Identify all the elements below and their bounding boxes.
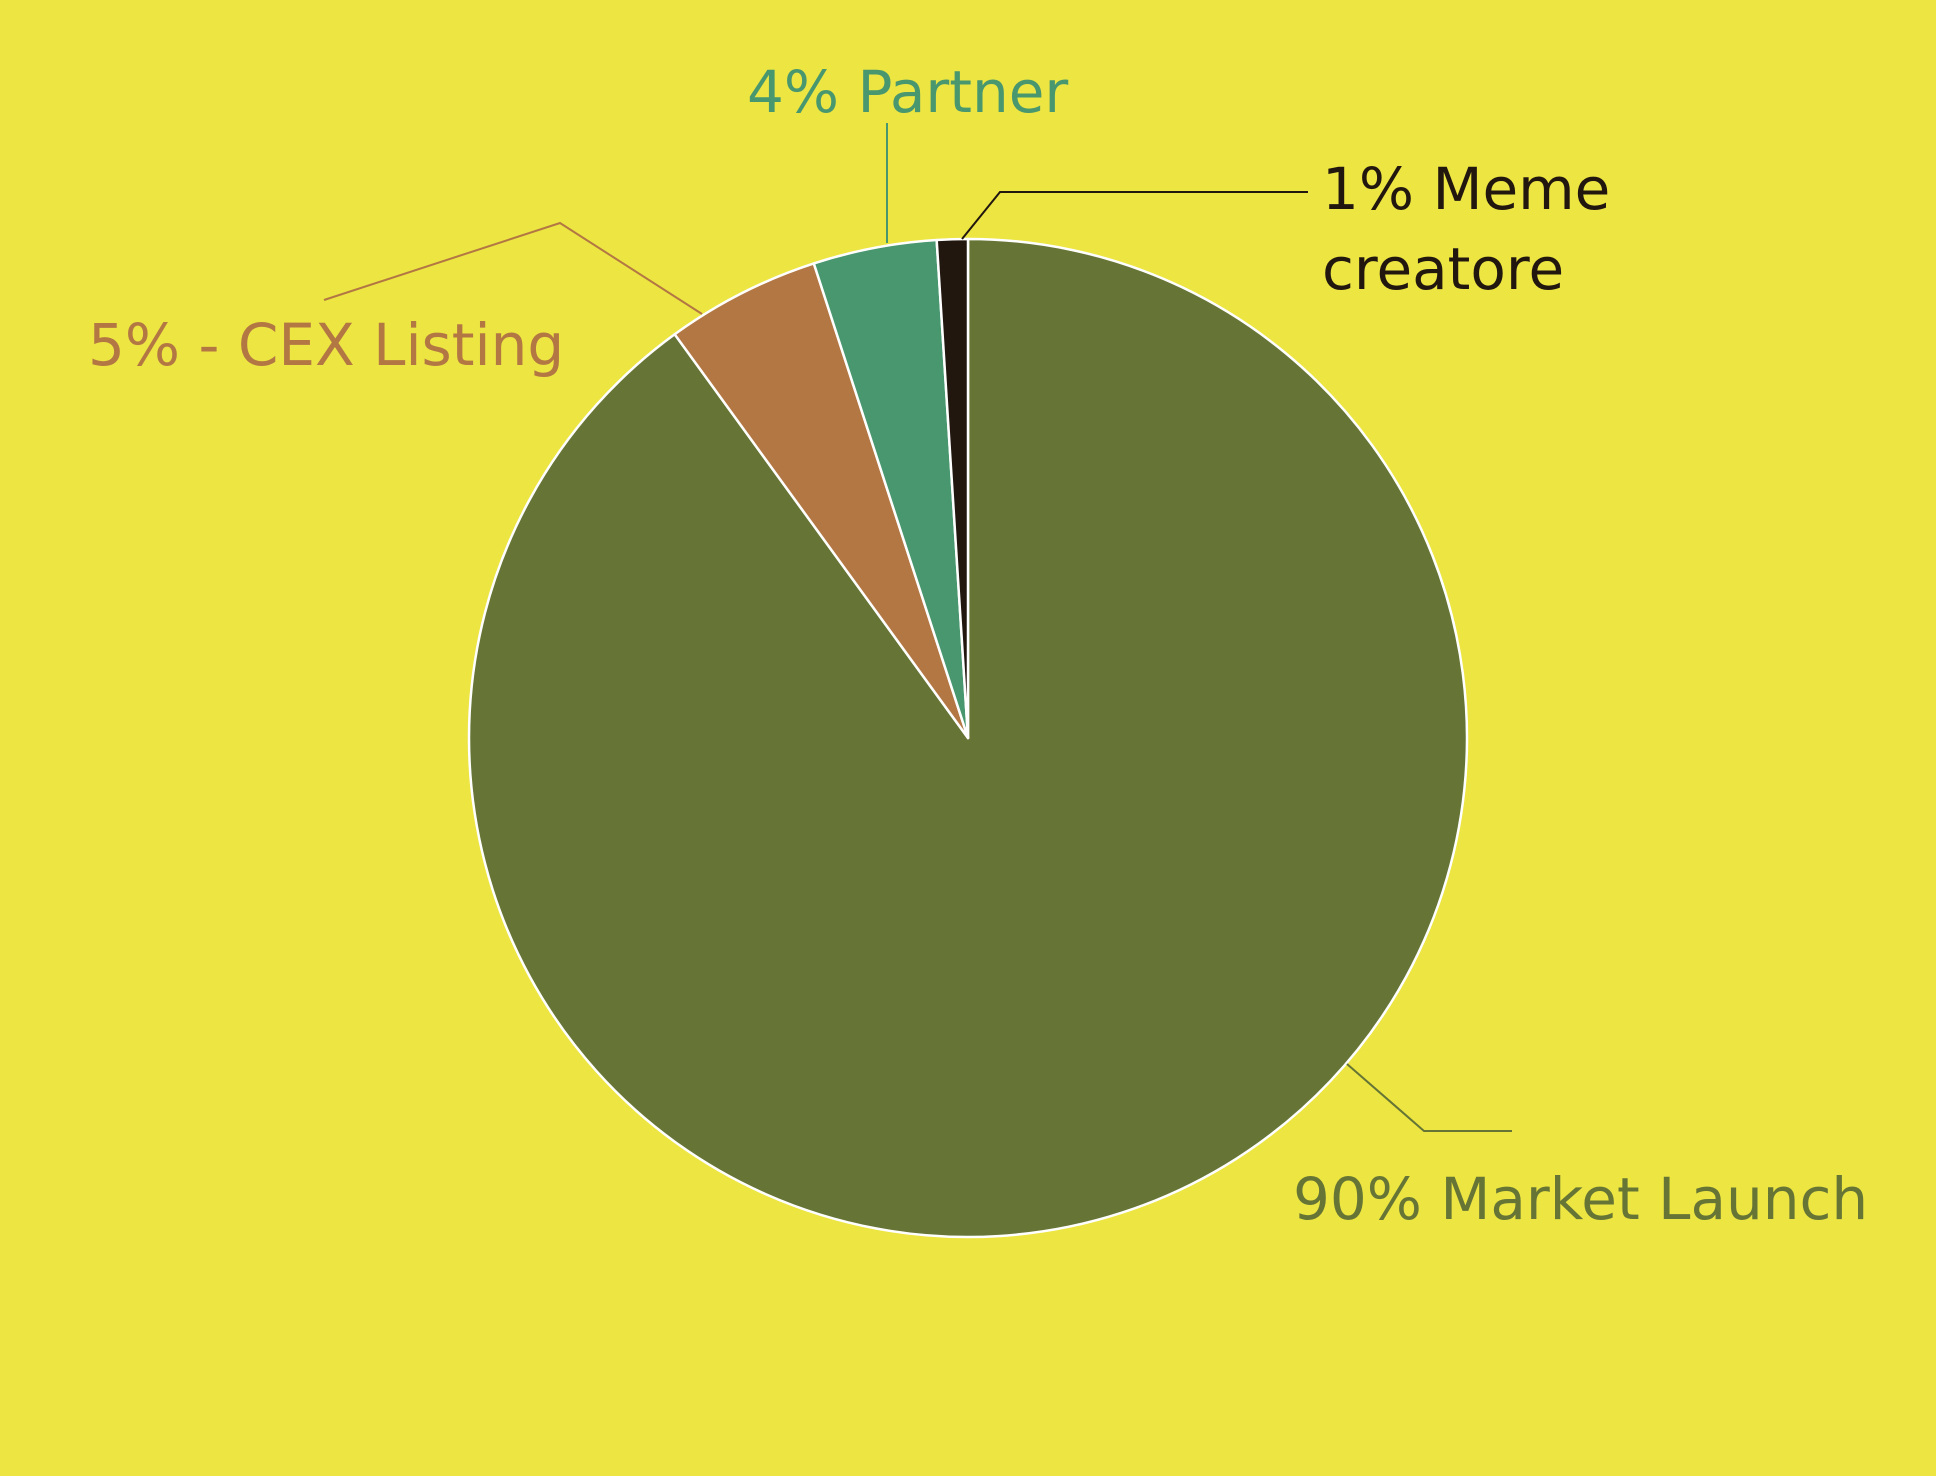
slice-label-meme-creatore: 1% Meme creatore [1322,155,1629,303]
leader-line-meme-creatore [961,191,1308,240]
slice-label-market-launch: 90% Market Launch [1293,1165,1868,1233]
slice-label-cex-listing: 5% - CEX Listing [88,311,564,379]
pie-slice-cex [673,262,970,740]
slice-label-meme-line-2: creatore [1322,235,1564,303]
leader-line-market-launch [1346,1063,1512,1132]
pie-slice-meme [935,237,970,740]
slice-label-meme-line-1: 1% Meme [1322,155,1610,223]
slice-label-partner: 4% Partner [747,58,1068,126]
leader-line-cex-listing [323,221,703,315]
pie-slices [467,237,1469,1239]
